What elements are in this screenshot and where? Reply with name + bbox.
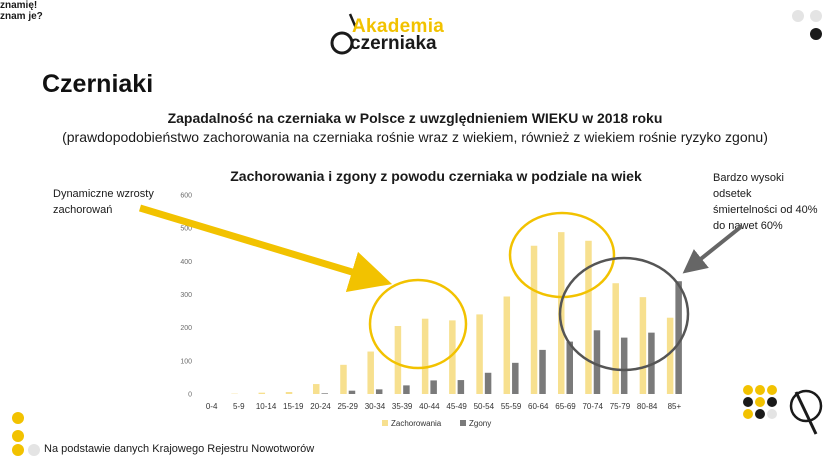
- x-category-label: 15-19: [283, 402, 304, 411]
- bar-deaths: [484, 372, 492, 394]
- y-tick-label: 600: [180, 193, 192, 200]
- bar-incidence: [503, 296, 511, 394]
- bar-deaths: [539, 349, 546, 394]
- subheadline: (prawdopodobieństwo zachorowania na czer…: [62, 129, 768, 145]
- bar-incidence: [530, 245, 538, 394]
- decorative-dots-bottom-left: [12, 412, 40, 456]
- legend-label-deaths: Zgony: [469, 419, 491, 428]
- x-category-label: 85+: [668, 402, 682, 411]
- bar-deaths: [348, 390, 356, 394]
- bar-deaths: [403, 385, 410, 394]
- y-tick-label: 0: [188, 392, 192, 399]
- x-category-label: 80-84: [637, 402, 658, 411]
- logo-text-akademia: Akademia: [352, 16, 445, 37]
- bar-deaths: [457, 380, 465, 394]
- source-note: Na podstawie danych Krajowego Rejestru N…: [44, 443, 315, 455]
- legend-swatch-deaths: [460, 420, 466, 426]
- annotation-arrow-dark: [682, 224, 744, 274]
- x-category-label: 75-79: [610, 402, 631, 411]
- bar-deaths: [593, 330, 601, 394]
- x-category-label: 35-39: [392, 402, 413, 411]
- x-category-label: 55-59: [501, 402, 522, 411]
- bar-incidence: [258, 392, 266, 394]
- badge-line-2: znam je?: [0, 11, 43, 22]
- bar-deaths: [675, 281, 682, 394]
- bar-deaths: [566, 341, 573, 394]
- badge-line-1: znamię!: [0, 0, 38, 11]
- decorative-dots-bottom-right: [743, 385, 823, 435]
- bar-deaths: [430, 380, 437, 394]
- annotation-arrow-yellow: [138, 204, 393, 293]
- x-category-label: 50-54: [474, 402, 495, 411]
- bar-incidence: [340, 364, 347, 394]
- y-tick-label: 200: [180, 325, 192, 332]
- x-category-label: 20-24: [310, 402, 331, 411]
- logo-c-ring: [330, 31, 354, 55]
- logo-stroke: [348, 13, 358, 29]
- annotation-left: Dynamiczne wzrosty zachorowań: [53, 188, 154, 216]
- page-title: Czerniaki: [42, 70, 154, 98]
- x-category-label: 0-4: [206, 402, 218, 411]
- x-category-label: 10-14: [256, 402, 277, 411]
- bar-incidence: [476, 314, 483, 394]
- y-tick-label: 100: [180, 358, 192, 365]
- highlight-circle-35-49: [368, 278, 468, 370]
- bar-incidence: [421, 318, 429, 394]
- logo-text-czerniaka: czerniaka: [350, 33, 437, 54]
- bar-incidence: [639, 297, 647, 394]
- y-tick-label: 300: [180, 292, 192, 299]
- legend-swatch-incidence: [382, 420, 388, 426]
- x-category-label: 40-44: [419, 402, 440, 411]
- bar-deaths: [375, 389, 383, 394]
- y-tick-label: 500: [180, 226, 192, 233]
- x-category-label: 70-74: [582, 402, 603, 411]
- bar-incidence: [313, 384, 320, 394]
- badge-emblem-icon: [789, 389, 823, 423]
- annotation-right: Bardzo wysoki odsetek śmiertelności od 4…: [713, 172, 818, 232]
- chart-title: Zachorowania i zgony z powodu czerniaka …: [230, 168, 642, 184]
- bar-incidence: [449, 320, 456, 394]
- bar-incidence: [666, 317, 674, 394]
- legend-label-incidence: Zachorowania: [391, 419, 442, 428]
- x-category-label: 65-69: [555, 402, 576, 411]
- decorative-dots-top-right: [792, 10, 822, 40]
- headline: Zapadalność na czerniaka w Polsce z uwzg…: [167, 110, 663, 126]
- x-category-label: 25-29: [337, 402, 358, 411]
- bar-incidence: [285, 392, 293, 394]
- x-category-label: 5-9: [233, 402, 245, 411]
- bar-incidence: [585, 240, 592, 394]
- bar-deaths: [321, 393, 328, 394]
- bar-incidence: [612, 283, 619, 394]
- akademia-czerniaka-logo: [330, 13, 358, 55]
- bar-incidence: [367, 351, 374, 394]
- bar-incidence: [394, 326, 402, 394]
- bar-deaths: [648, 332, 655, 394]
- x-category-label: 45-49: [446, 402, 467, 411]
- highlight-circle-70-85: [558, 256, 690, 372]
- bar-deaths: [512, 362, 519, 394]
- x-category-label: 60-64: [528, 402, 549, 411]
- bar-deaths: [620, 337, 628, 394]
- y-tick-label: 400: [180, 259, 192, 266]
- x-category-label: 30-34: [365, 402, 386, 411]
